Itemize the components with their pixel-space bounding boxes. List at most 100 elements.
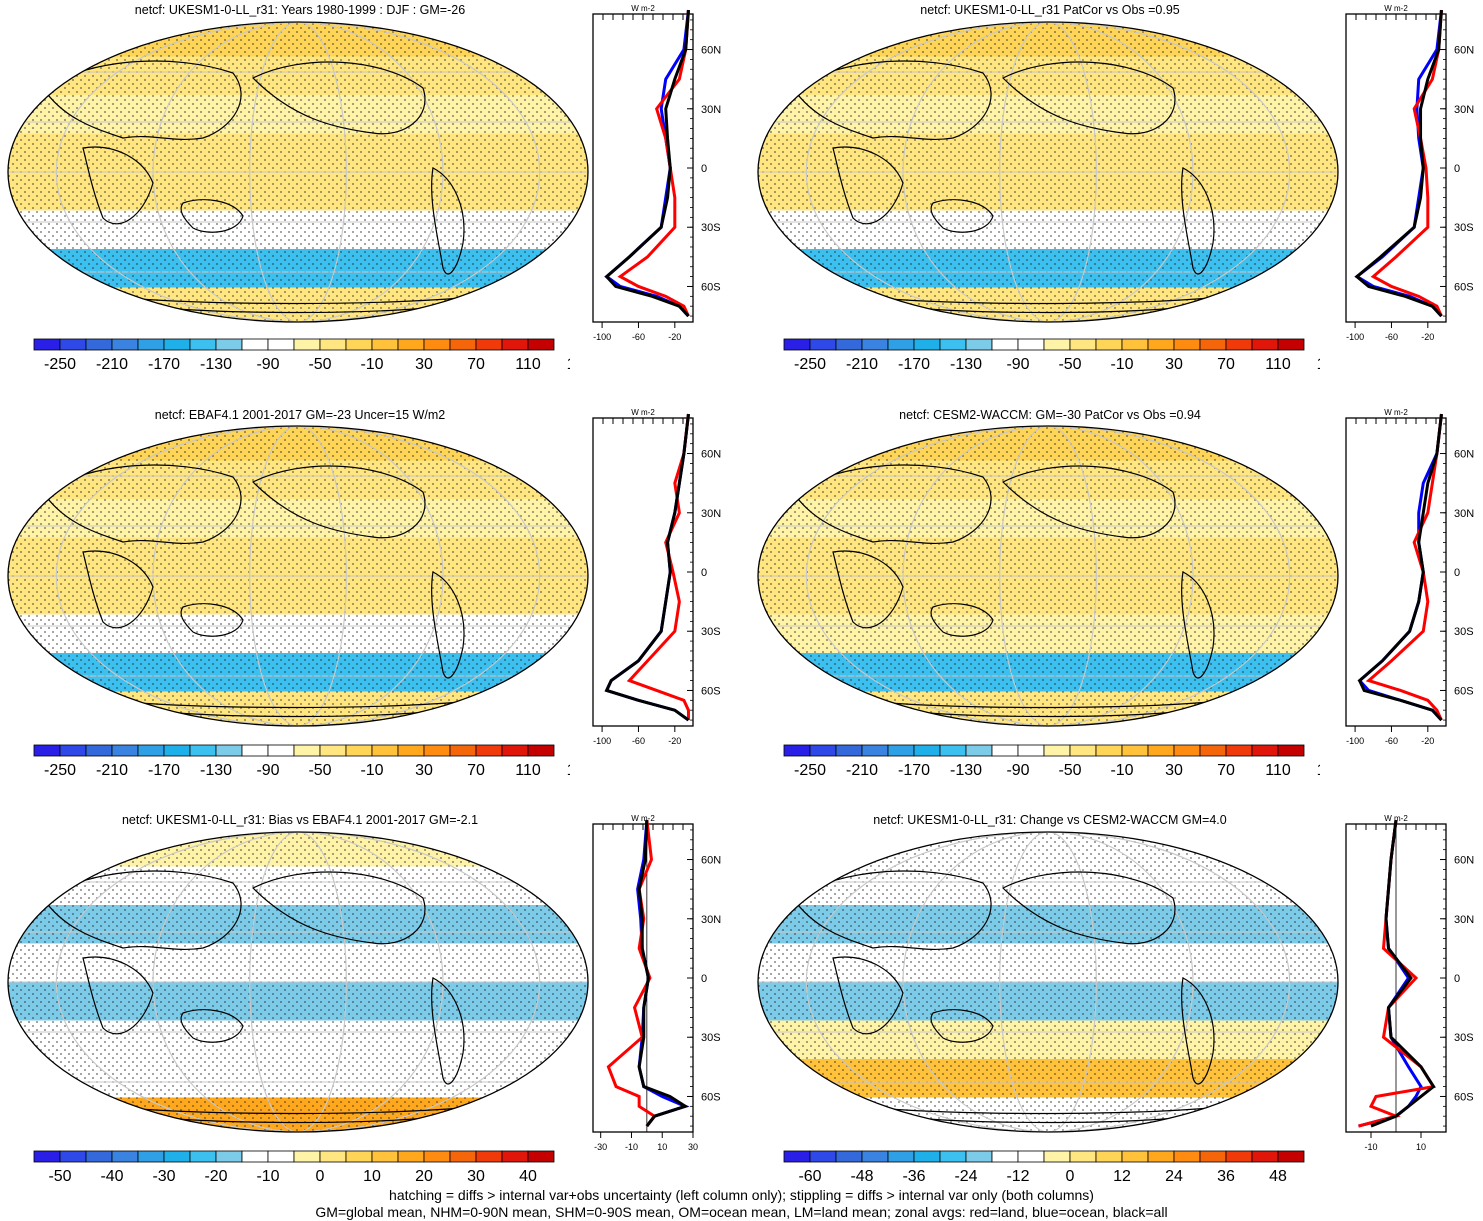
colorbar-swatch bbox=[137, 744, 165, 757]
zonal-unit-label: W m-2 bbox=[631, 408, 655, 417]
panel-title-6: netcf: UKESM1-0-LL_r31: Change vs CESM2-… bbox=[873, 813, 1227, 827]
colorbar-label: 70 bbox=[467, 356, 485, 373]
graticule-lon bbox=[902, 426, 1194, 726]
graticule-lon bbox=[55, 22, 541, 322]
colorbar-swatch bbox=[345, 744, 373, 757]
zonal-unit-label: W m-2 bbox=[1384, 4, 1408, 13]
map-field bbox=[8, 22, 588, 322]
coastline bbox=[251, 465, 426, 539]
map-field bbox=[8, 832, 588, 1132]
x-tick-label: 10 bbox=[657, 1142, 667, 1152]
zonal-line-all bbox=[1370, 819, 1436, 1128]
coastline bbox=[180, 603, 244, 637]
colorbar-swatch bbox=[783, 338, 811, 351]
colorbar-label: -90 bbox=[1006, 356, 1029, 373]
zonal-line-all bbox=[604, 413, 690, 722]
colorbar-swatch bbox=[809, 338, 837, 351]
colorbar-swatch bbox=[1043, 744, 1071, 757]
coastline bbox=[42, 60, 242, 141]
zonal-line-all bbox=[1357, 413, 1443, 722]
colorbar-swatch bbox=[59, 744, 87, 757]
colorbar-label: -50 bbox=[48, 1168, 71, 1185]
colorbar-swatch bbox=[423, 744, 451, 757]
colorbar-label: -130 bbox=[200, 762, 232, 779]
map-field bbox=[758, 22, 1338, 322]
colorbar-swatch bbox=[189, 744, 217, 757]
colorbar-swatch bbox=[835, 338, 863, 351]
colorbar-swatch bbox=[59, 338, 87, 351]
colorbar-swatch bbox=[1173, 1150, 1201, 1163]
map-panel-3 bbox=[7, 425, 589, 727]
panel-title-2: netcf: UKESM1-0-LL_r31 PatCor vs Obs =0.… bbox=[920, 3, 1180, 17]
colorbar-swatch bbox=[1225, 1150, 1253, 1163]
colorbar-swatch bbox=[939, 1150, 967, 1163]
coastline bbox=[180, 1009, 244, 1043]
y-tick-label: 60N bbox=[701, 45, 721, 57]
colorbar-label: -170 bbox=[898, 762, 930, 779]
colorbar-label: -90 bbox=[256, 356, 279, 373]
colorbar-swatch bbox=[991, 744, 1019, 757]
zonal-plot-3: W m-2 60N 30N 0 30S 60S -100 -60 -20 bbox=[592, 408, 721, 746]
graticule-lon bbox=[55, 426, 541, 726]
zonal-plot-6: W m-2 60N 30N 0 30S 60S -10 10 bbox=[1345, 814, 1474, 1152]
map-border bbox=[757, 425, 1339, 727]
graticule-lon bbox=[999, 22, 1097, 322]
colorbar-label: -250 bbox=[44, 762, 76, 779]
x-tick-label: -100 bbox=[1346, 332, 1364, 342]
colorbar-label: -50 bbox=[1058, 762, 1081, 779]
colorbar-swatch bbox=[527, 1150, 555, 1163]
colorbar-swatch bbox=[293, 744, 321, 757]
colorbar-swatch bbox=[809, 1150, 837, 1163]
colorbar-swatch bbox=[423, 338, 451, 351]
coastline bbox=[180, 199, 244, 233]
colorbar-swatch bbox=[1277, 338, 1305, 351]
colorbar-swatch bbox=[267, 744, 295, 757]
x-tick-label: -60 bbox=[1385, 736, 1398, 746]
colorbar-swatch bbox=[293, 338, 321, 351]
colorbar-swatch bbox=[1225, 338, 1253, 351]
colorbar-label: -48 bbox=[850, 1168, 873, 1185]
map-panel-5 bbox=[7, 831, 589, 1133]
colorbar-swatch bbox=[33, 1150, 61, 1163]
y-tick-label: 60N bbox=[701, 855, 721, 867]
colorbar-swatch bbox=[267, 338, 295, 351]
panel-title-5: netcf: UKESM1-0-LL_r31: Bias vs EBAF4.1 … bbox=[121, 813, 479, 827]
colorbar-swatch bbox=[1199, 338, 1227, 351]
colorbar-swatch bbox=[397, 338, 425, 351]
panel-title-1: netcf: UKESM1-0-LL_r31: Years 1980-1999 … bbox=[134, 3, 466, 17]
map-panel-1 bbox=[7, 21, 589, 323]
colorbar-swatch bbox=[475, 338, 503, 351]
colorbar-swatch bbox=[991, 338, 1019, 351]
coastline bbox=[1001, 465, 1176, 539]
x-tick-label: -60 bbox=[632, 332, 645, 342]
colorbar-swatch bbox=[241, 338, 269, 351]
colorbar-swatch bbox=[59, 1150, 87, 1163]
coastline bbox=[792, 464, 992, 545]
y-tick-label: 30N bbox=[701, 104, 721, 116]
colorbar-swatch bbox=[1121, 338, 1149, 351]
colorbar-swatch bbox=[527, 338, 555, 351]
colorbar-swatch bbox=[241, 1150, 269, 1163]
colorbar-label: -210 bbox=[846, 762, 878, 779]
colorbar-swatch bbox=[887, 338, 915, 351]
colorbar-label: -20 bbox=[204, 1168, 227, 1185]
colorbar-swatch bbox=[85, 1150, 113, 1163]
coastline bbox=[431, 167, 465, 275]
footnote-line-1: hatching = diffs > internal var+obs unce… bbox=[389, 1187, 1094, 1203]
y-tick-label: 30S bbox=[701, 626, 721, 638]
colorbar-swatch bbox=[887, 1150, 915, 1163]
colorbar-swatch bbox=[475, 1150, 503, 1163]
colorbar-swatch bbox=[111, 1150, 139, 1163]
colorbar-swatch bbox=[371, 1150, 399, 1163]
x-tick-label: -60 bbox=[1385, 332, 1398, 342]
colorbar-swatch bbox=[913, 1150, 941, 1163]
colorbar-label: -90 bbox=[1006, 762, 1029, 779]
colorbar-swatch bbox=[163, 338, 191, 351]
graticule-lon bbox=[152, 22, 444, 322]
colorbar-swatch bbox=[449, 1150, 477, 1163]
y-tick-label: 60S bbox=[701, 1091, 721, 1103]
graticule-lon bbox=[999, 832, 1097, 1132]
zonal-plot-5: W m-2 60N 30N 0 30S 60S -30 -10 10 30 bbox=[592, 814, 721, 1152]
zonal-unit-label: W m-2 bbox=[1384, 408, 1408, 417]
y-tick-label: 0 bbox=[701, 163, 707, 175]
